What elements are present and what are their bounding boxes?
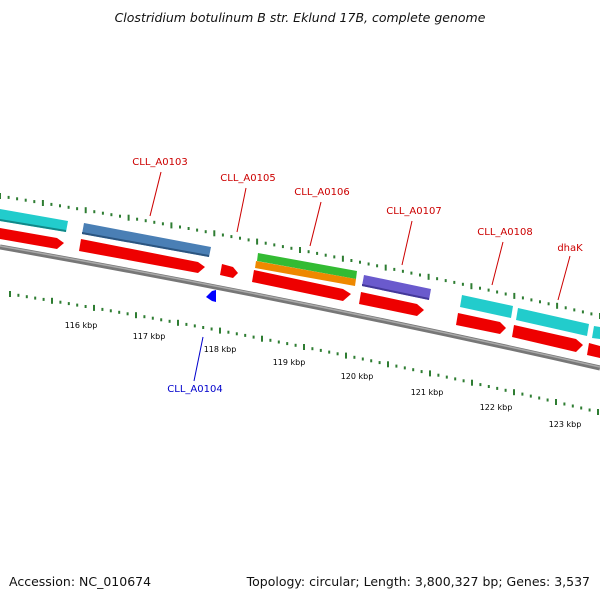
cds-arrow-a0105 bbox=[220, 264, 238, 278]
leader-a0106 bbox=[309, 201, 322, 247]
gene-label-a0103: CLL_A0103 bbox=[132, 157, 187, 168]
steelblue-feature bbox=[82, 223, 211, 257]
green-feature bbox=[257, 253, 357, 279]
leader-a0105 bbox=[236, 187, 247, 233]
scale-label-123: 123 kbp bbox=[549, 420, 582, 429]
purple-feature bbox=[362, 275, 431, 300]
scale-label-118: 118 kbp bbox=[204, 345, 237, 354]
gene-label-a0106: CLL_A0106 bbox=[294, 187, 349, 198]
cyan-feature-dhak bbox=[516, 308, 589, 336]
scale-label-116: 116 kbp bbox=[65, 321, 98, 330]
cds-arrow-a0108 bbox=[456, 313, 506, 334]
scale-label-122: 122 kbp bbox=[480, 403, 513, 412]
cds-arrow-right bbox=[587, 343, 600, 358]
orange-feature bbox=[255, 261, 356, 286]
accession-label: Accession: NC_010674 bbox=[9, 574, 152, 589]
scale-label-121: 121 kbp bbox=[411, 388, 444, 397]
leader-a0103 bbox=[149, 171, 162, 217]
gene-label-a0105: CLL_A0105 bbox=[220, 173, 275, 184]
genome-backbone-highlight bbox=[0, 245, 600, 368]
scale-label-117: 117 kbp bbox=[133, 332, 166, 341]
cyan-feature-a0108 bbox=[460, 295, 513, 318]
cds-arrow-dhak bbox=[512, 325, 583, 352]
cyan-feature-left bbox=[0, 209, 68, 232]
cyan-feature-right bbox=[592, 326, 600, 339]
leader-dhak bbox=[557, 255, 571, 301]
topology-label: Topology: circular; Length: 3,800,327 bp… bbox=[246, 574, 590, 589]
gene-label-a0104: CLL_A0104 bbox=[167, 384, 222, 395]
leader-a0107 bbox=[401, 220, 413, 266]
gene-label-a0108: CLL_A0108 bbox=[477, 227, 532, 238]
steelblue-feature-shade bbox=[82, 232, 209, 257]
cds-arrow-a0103 bbox=[79, 239, 205, 273]
scale-label-120: 120 kbp bbox=[341, 372, 374, 381]
leader-a0108 bbox=[491, 241, 504, 286]
inner-tick-ring bbox=[9, 291, 599, 415]
gene-label-a0107: CLL_A0107 bbox=[386, 206, 441, 217]
purple-feature-shade bbox=[362, 284, 429, 300]
outer-tick-ring bbox=[0, 193, 600, 319]
map-title: Clostridium botulinum B str. Eklund 17B,… bbox=[114, 10, 486, 25]
leader-a0104 bbox=[193, 336, 204, 382]
gene-label-dhak: dhaK bbox=[557, 243, 583, 254]
cyan-feature-left-shade bbox=[0, 219, 66, 232]
cds-arrow-a0104 bbox=[206, 290, 216, 302]
cds-arrow-a0106 bbox=[252, 270, 351, 301]
cds-arrow-left bbox=[0, 228, 64, 249]
genome-backbone bbox=[0, 244, 600, 371]
cds-arrow-a0107 bbox=[359, 292, 424, 316]
scale-label-119: 119 kbp bbox=[273, 358, 306, 367]
